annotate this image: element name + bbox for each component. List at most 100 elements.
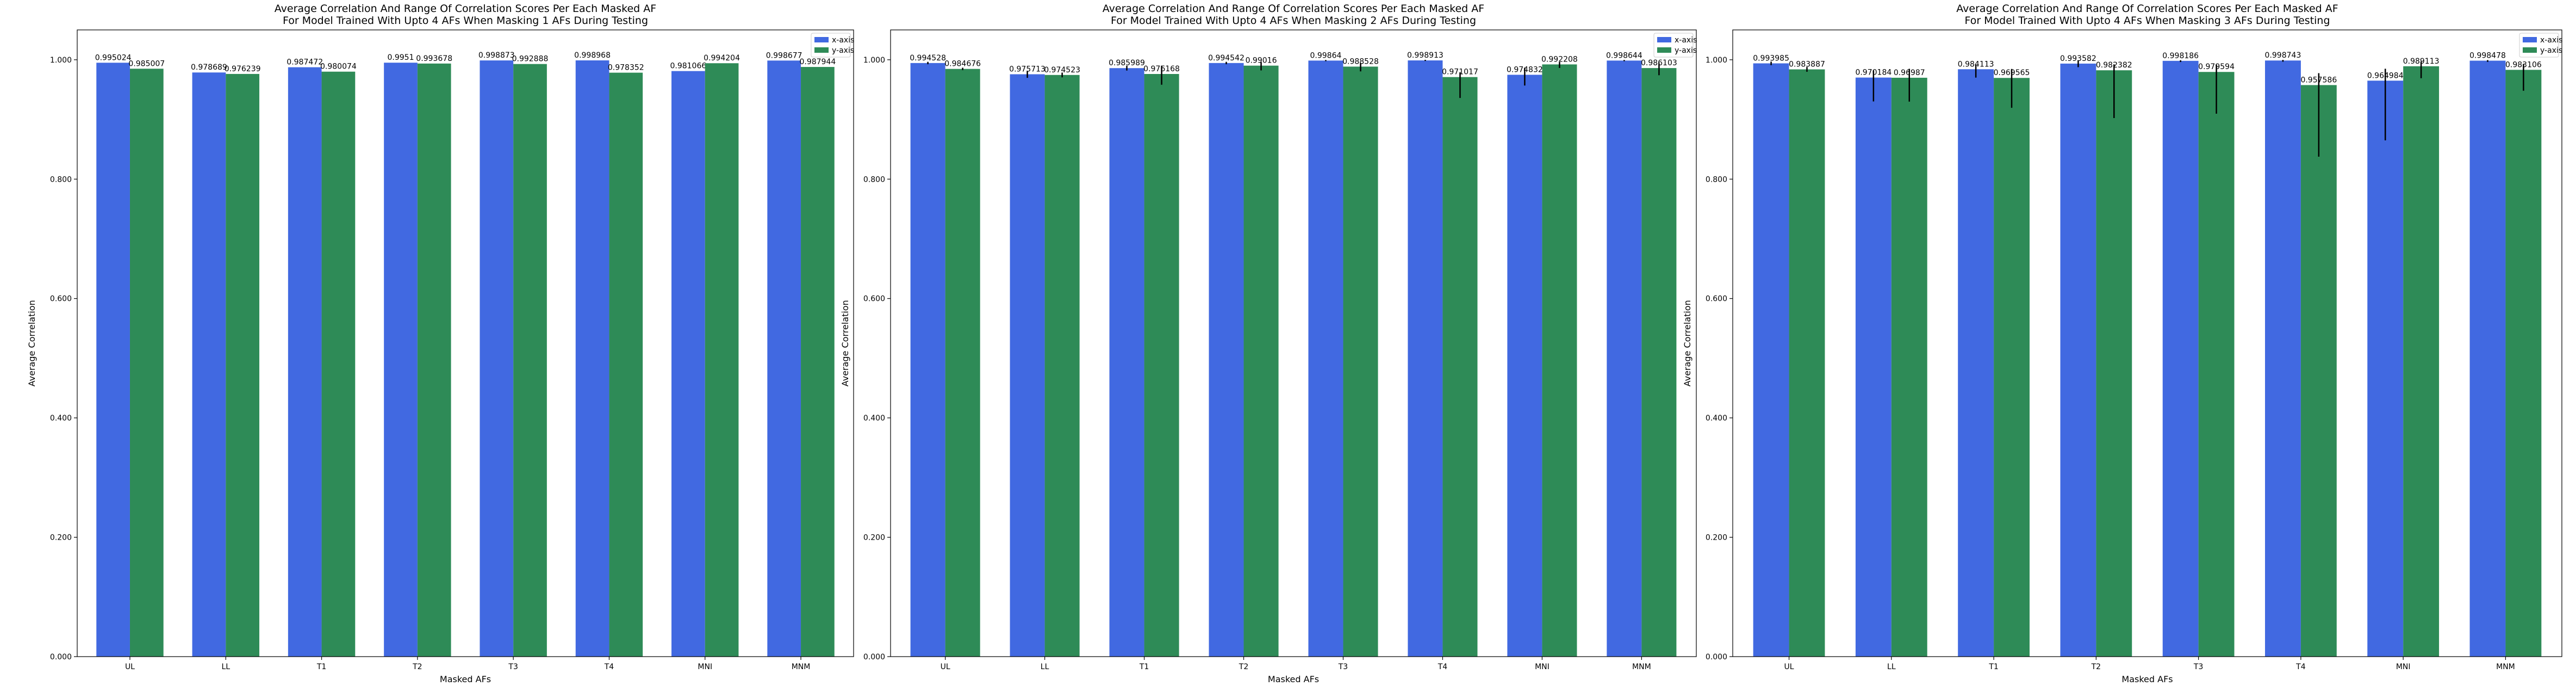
y-tick-label: 0.800: [50, 175, 72, 184]
data-label: 0.989113: [2403, 57, 2440, 66]
data-label: 0.988528: [1342, 57, 1379, 66]
bar-x-axis-T1: [1958, 69, 1994, 657]
legend-label: y-axis: [1675, 46, 1697, 55]
x-tick-label: T3: [1338, 663, 1348, 671]
data-label: 0.984676: [944, 60, 981, 69]
x-tick-label: T3: [2193, 663, 2203, 671]
y-tick-label: 0.600: [50, 295, 72, 304]
data-label: 0.980074: [320, 63, 357, 71]
x-tick-label: T2: [1239, 663, 1248, 671]
data-label: 0.998968: [574, 51, 611, 60]
data-label: 0.986103: [1641, 59, 1677, 67]
y-tick-label: 0.200: [1706, 534, 1727, 542]
y-tick-label: 0.400: [863, 414, 885, 423]
data-label: 0.987944: [799, 58, 836, 66]
y-tick-label: 0.000: [50, 653, 72, 662]
bar-x-axis-MNM: [1607, 60, 1642, 657]
legend-label: x-axis: [1675, 36, 1697, 45]
chart-subtitle: For Model Trained With Upto 4 AFs When M…: [283, 15, 648, 27]
data-label: 0.985989: [1109, 59, 1145, 67]
bar-y-axis-MNM: [2505, 70, 2542, 657]
y-tick-label: 0.600: [863, 295, 885, 304]
x-tick-label: MNI: [2396, 663, 2411, 671]
x-tick-label: LL: [1041, 663, 1049, 671]
data-label: 0.998743: [2265, 51, 2301, 60]
x-tick-label: MNI: [1535, 663, 1550, 671]
y-axis-label: Average Correlation: [27, 300, 37, 386]
y-tick-label: 0.400: [1706, 414, 1727, 423]
bar-x-axis-UL: [1753, 63, 1789, 657]
bar-y-axis-MNI: [2403, 66, 2440, 657]
chart-panel-2: Average Correlation And Range Of Correla…: [840, 3, 1697, 684]
x-tick-label: UL: [1784, 663, 1794, 671]
bar-y-axis-T2: [2096, 70, 2132, 657]
data-label: 0.993985: [1753, 54, 1789, 63]
y-tick-label: 0.000: [863, 653, 885, 662]
data-label: 0.994528: [910, 54, 946, 63]
y-tick-label: 1.000: [1706, 56, 1727, 65]
data-label: 0.992208: [1541, 55, 1578, 64]
data-label: 0.974832: [1507, 65, 1543, 74]
bar-x-axis-UL: [910, 63, 945, 657]
bar-x-axis-T1: [1109, 68, 1144, 657]
chart-title: Average Correlation And Range Of Correla…: [1956, 3, 2338, 15]
bar-x-axis-T2: [1209, 63, 1244, 657]
data-label: 0.99016: [1246, 57, 1277, 65]
bar-y-axis-MNM: [801, 67, 835, 657]
x-axis-label: Masked AFs: [440, 674, 491, 684]
bar-x-axis-T2: [384, 63, 418, 657]
y-tick-label: 1.000: [863, 56, 885, 65]
data-label: 0.970184: [1855, 69, 1891, 77]
x-tick-label: T3: [508, 663, 518, 671]
data-label: 0.985007: [128, 59, 165, 68]
legend-swatch: [1657, 37, 1671, 42]
bar-y-axis-T4: [1442, 77, 1478, 657]
chart-title: Average Correlation And Range Of Correla…: [1103, 3, 1484, 15]
bar-x-axis-T4: [575, 60, 609, 657]
bar-y-axis-T1: [321, 71, 356, 657]
bar-x-axis-MNM: [2469, 60, 2506, 657]
bar-y-axis-T3: [1343, 66, 1378, 657]
data-label: 0.998913: [1407, 51, 1443, 60]
data-label: 0.978352: [608, 64, 644, 72]
bar-y-axis-MNM: [1641, 68, 1677, 657]
bar-y-axis-UL: [945, 69, 980, 657]
x-tick-label: T4: [2295, 663, 2306, 671]
bar-x-axis-UL: [96, 63, 130, 657]
data-label: 0.978689: [191, 63, 227, 72]
bar-y-axis-MNI: [705, 63, 739, 657]
legend-label: x-axis: [2540, 36, 2562, 45]
data-label: 0.998186: [2162, 52, 2199, 60]
x-tick-label: T4: [604, 663, 614, 671]
legend-swatch: [1657, 47, 1671, 53]
y-tick-label: 0.400: [50, 414, 72, 423]
chart-panel-1: Average Correlation And Range Of Correla…: [27, 3, 854, 684]
data-label: 0.983106: [2505, 60, 2542, 69]
bar-x-axis-T4: [2265, 60, 2301, 657]
data-label: 0.975713: [1009, 65, 1046, 74]
data-label: 0.998873: [478, 51, 515, 60]
x-tick-label: LL: [221, 663, 230, 671]
chart-panel-3: Average Correlation And Range Of Correla…: [1682, 3, 2562, 684]
chart-title: Average Correlation And Range Of Correla…: [275, 3, 656, 15]
y-tick-label: 0.000: [1706, 653, 1727, 662]
x-tick-label: MNI: [698, 663, 712, 671]
y-axis-label: Average Correlation: [1682, 300, 1693, 386]
bar-x-axis-MNI: [2367, 81, 2404, 657]
data-label: 0.99864: [1310, 51, 1342, 60]
x-tick-label: LL: [1887, 663, 1896, 671]
legend-swatch: [2523, 37, 2537, 42]
bar-y-axis-T4: [2300, 85, 2337, 657]
x-tick-label: T1: [1988, 663, 1998, 671]
bar-x-axis-LL: [192, 72, 226, 657]
y-tick-label: 0.200: [50, 534, 72, 542]
bar-y-axis-LL: [1891, 77, 1927, 657]
legend-swatch: [814, 37, 829, 42]
data-label: 0.994204: [704, 54, 740, 63]
data-label: 0.974523: [1044, 66, 1080, 75]
bar-y-axis-T4: [609, 72, 643, 657]
x-axis-label: Masked AFs: [1268, 674, 1319, 684]
